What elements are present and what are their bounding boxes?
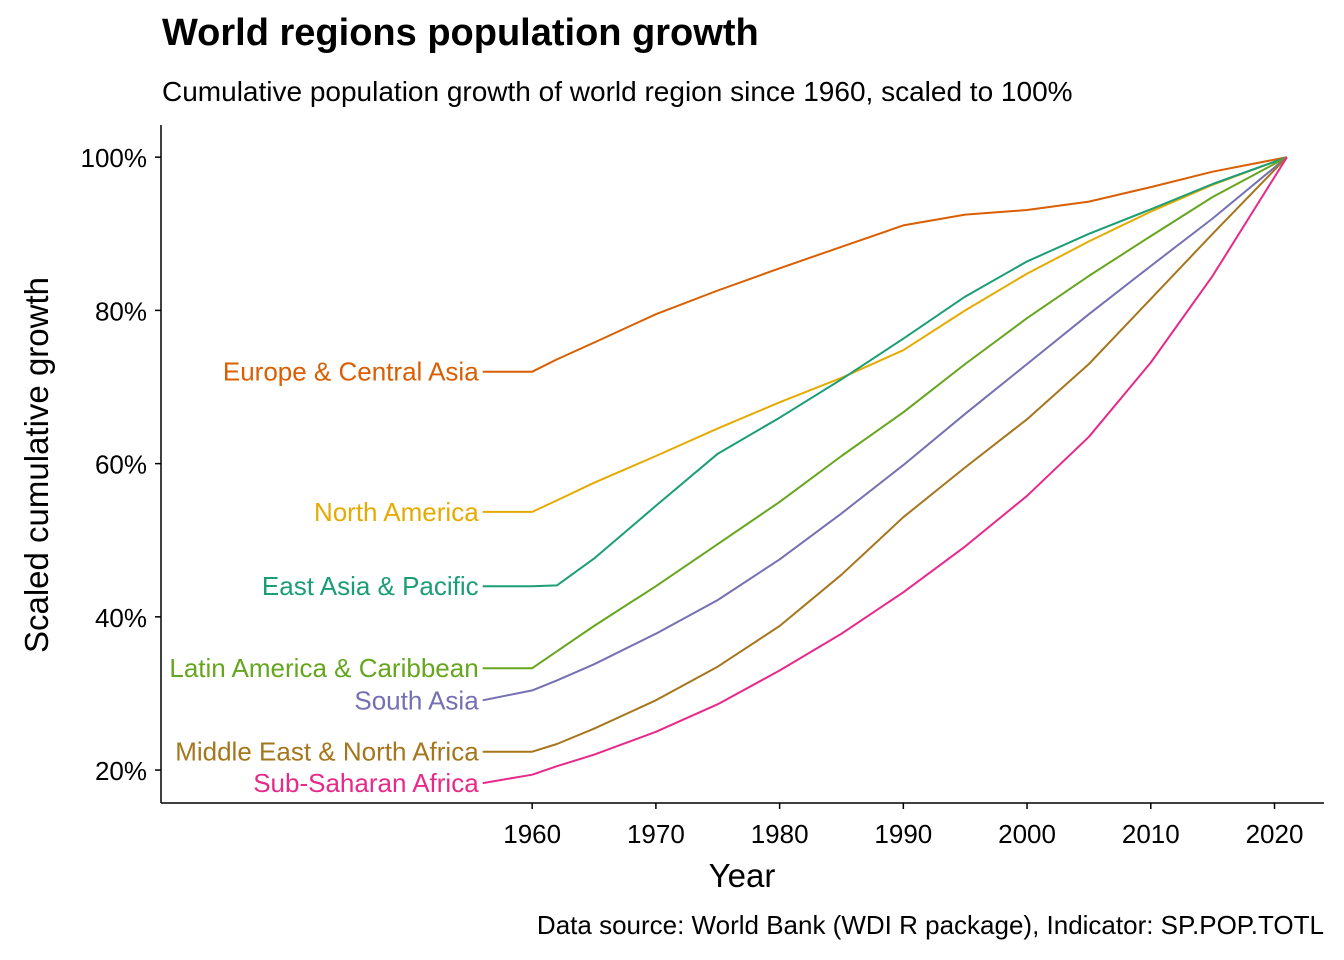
axes: 20% 40% 60% 80% 100% 1960 1970 1980 1990 2000 2010… [81,125,1324,849]
x-tick-label: 2020 [1246,819,1304,849]
x-tick-label: 1960 [503,819,561,849]
y-axis-label: Scaled cumulative growth [18,277,55,653]
x-axis-label: Year [709,857,776,894]
chart-subtitle: Cumulative population growth of world re… [162,76,1073,107]
y-tick-label: 100% [81,143,148,173]
y-tick-label: 40% [95,603,147,633]
series-line [482,156,1288,753]
y-tick-label: 20% [95,756,147,786]
y-tick-label: 60% [95,450,147,480]
series-label: Sub-Saharan Africa [253,768,479,798]
x-tick-label: 1970 [627,819,685,849]
series-label: South Asia [354,685,479,715]
series-label: Middle East & North Africa [175,737,479,767]
series-label: East Asia & Pacific [262,571,479,601]
series-line [482,156,1288,702]
chart-title: World regions population growth [162,12,759,54]
series-label: Latin America & Caribbean [169,653,478,683]
series-line [482,156,1288,513]
series-line [482,156,1288,588]
series-line [482,156,1288,670]
series-line [482,156,1288,373]
x-tick-label: 2000 [998,819,1056,849]
series-lines [482,156,1288,785]
y-tick-label: 80% [95,296,147,326]
series-line [482,156,1288,785]
x-tick-label: 2010 [1122,819,1180,849]
x-tick-label: 1980 [751,819,809,849]
series-label: Europe & Central Asia [223,357,479,387]
chart-caption: Data source: World Bank (WDI R package),… [536,910,1324,940]
series-labels: Europe & Central Asia North America East A… [169,357,479,798]
series-label: North America [314,497,479,527]
x-tick-label: 1990 [874,819,932,849]
